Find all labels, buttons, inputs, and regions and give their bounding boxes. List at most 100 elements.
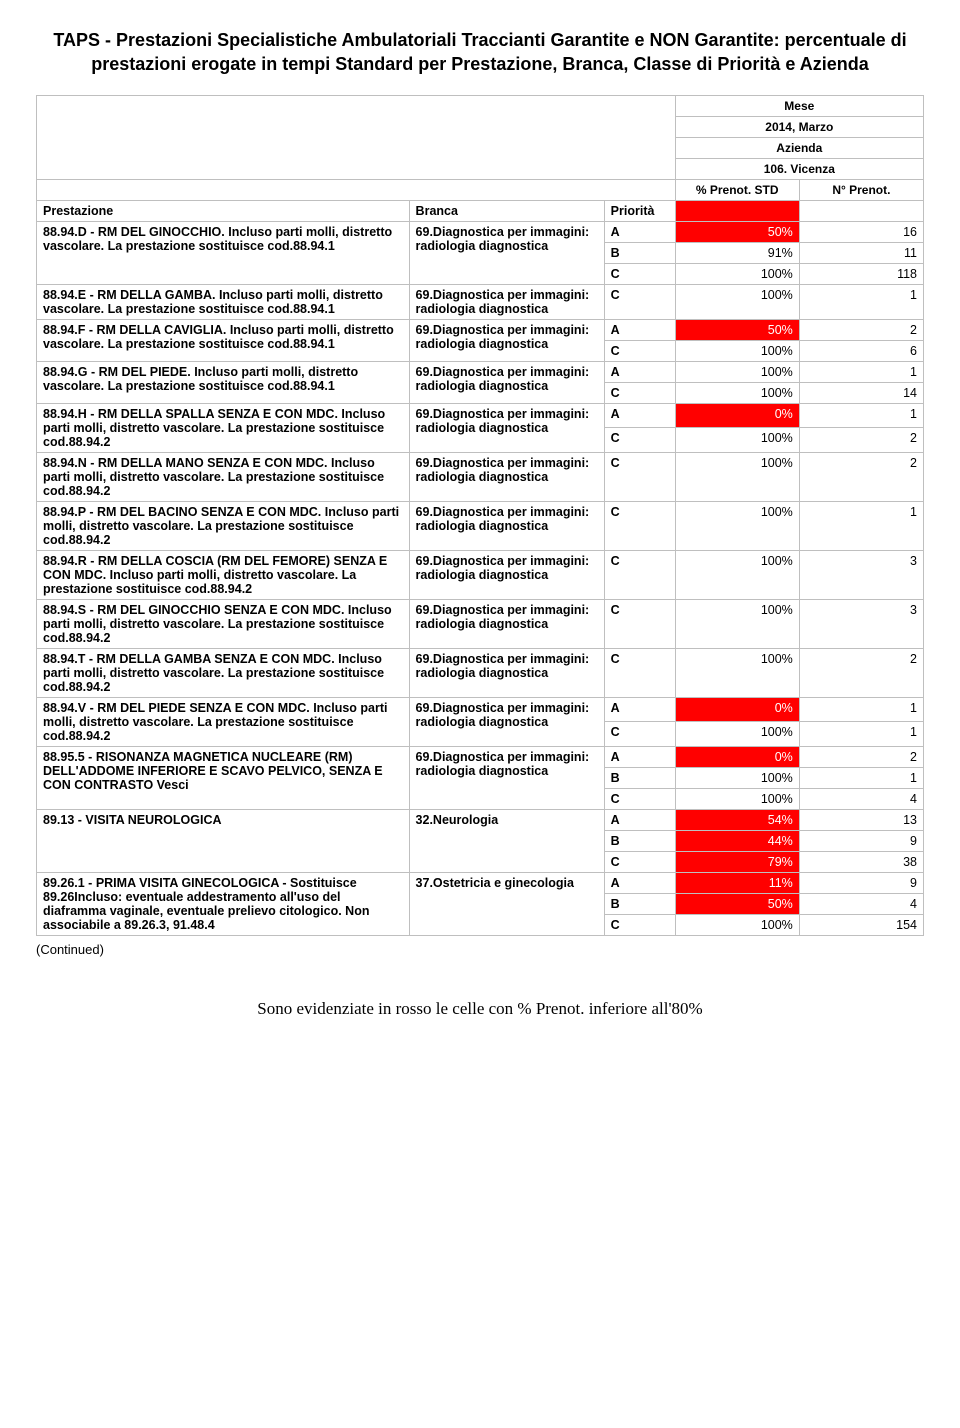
priorita-cell: B bbox=[604, 893, 675, 914]
pct-cell: 0% bbox=[675, 403, 799, 428]
prestazione-cell: 88.94.S - RM DEL GINOCCHIO SENZA E CON M… bbox=[37, 599, 410, 648]
pct-cell: 100% bbox=[675, 501, 799, 550]
table-row: 88.94.G - RM DEL PIEDE. Incluso parti mo… bbox=[37, 361, 924, 382]
branca-cell: 69.Diagnostica per immagini: radiologia … bbox=[409, 599, 604, 648]
pct-cell: 100% bbox=[675, 599, 799, 648]
n-cell: 2 bbox=[799, 452, 923, 501]
n-cell: 3 bbox=[799, 599, 923, 648]
mese-value: 2014, Marzo bbox=[675, 116, 923, 137]
n-cell: 9 bbox=[799, 830, 923, 851]
n-cell: 2 bbox=[799, 319, 923, 340]
continued-label: (Continued) bbox=[36, 936, 924, 957]
n-cell: 16 bbox=[799, 221, 923, 242]
table-row: 89.13 - VISITA NEUROLOGICA32.NeurologiaA… bbox=[37, 809, 924, 830]
priorita-cell: A bbox=[604, 746, 675, 767]
pct-cell: 79% bbox=[675, 851, 799, 872]
priorita-cell: C bbox=[604, 263, 675, 284]
pct-cell: 50% bbox=[675, 221, 799, 242]
branca-cell: 32.Neurologia bbox=[409, 809, 604, 872]
prestazione-cell: 88.94.H - RM DELLA SPALLA SENZA E CON MD… bbox=[37, 403, 410, 452]
priorita-cell: B bbox=[604, 242, 675, 263]
n-cell: 13 bbox=[799, 809, 923, 830]
pct-cell: 100% bbox=[675, 263, 799, 284]
pct-cell: 100% bbox=[675, 428, 799, 453]
priorita-cell: C bbox=[604, 914, 675, 935]
priorita-cell: A bbox=[604, 872, 675, 893]
prestazione-cell: 88.94.F - RM DELLA CAVIGLIA. Incluso par… bbox=[37, 319, 410, 361]
n-cell: 1 bbox=[799, 501, 923, 550]
priorita-cell: A bbox=[604, 697, 675, 722]
pct-cell: 100% bbox=[675, 914, 799, 935]
branca-cell: 37.Ostetricia e ginecologia bbox=[409, 872, 604, 935]
table-row: 88.94.N - RM DELLA MANO SENZA E CON MDC.… bbox=[37, 452, 924, 501]
pct-cell: 100% bbox=[675, 382, 799, 403]
prestazione-cell: 88.94.T - RM DELLA GAMBA SENZA E CON MDC… bbox=[37, 648, 410, 697]
n-cell: 2 bbox=[799, 428, 923, 453]
branca-cell: 69.Diagnostica per immagini: radiologia … bbox=[409, 361, 604, 403]
mese-label: Mese bbox=[675, 95, 923, 116]
prestazione-cell: 88.94.D - RM DEL GINOCCHIO. Incluso part… bbox=[37, 221, 410, 284]
priorita-cell: C bbox=[604, 382, 675, 403]
priorita-cell: B bbox=[604, 830, 675, 851]
n-swatch bbox=[799, 200, 923, 221]
table-row: 88.94.T - RM DELLA GAMBA SENZA E CON MDC… bbox=[37, 648, 924, 697]
n-cell: 4 bbox=[799, 788, 923, 809]
pct-cell: 100% bbox=[675, 550, 799, 599]
prestazione-cell: 89.26.1 - PRIMA VISITA GINECOLOGICA - So… bbox=[37, 872, 410, 935]
table-row: 88.95.5 - RISONANZA MAGNETICA NUCLEARE (… bbox=[37, 746, 924, 767]
col-prestazione: Prestazione bbox=[37, 200, 410, 221]
table-row: 88.94.S - RM DEL GINOCCHIO SENZA E CON M… bbox=[37, 599, 924, 648]
branca-cell: 69.Diagnostica per immagini: radiologia … bbox=[409, 284, 604, 319]
pct-cell: 100% bbox=[675, 767, 799, 788]
table-row: 89.26.1 - PRIMA VISITA GINECOLOGICA - So… bbox=[37, 872, 924, 893]
branca-cell: 69.Diagnostica per immagini: radiologia … bbox=[409, 697, 604, 746]
n-cell: 4 bbox=[799, 893, 923, 914]
n-cell: 1 bbox=[799, 403, 923, 428]
priorita-cell: A bbox=[604, 221, 675, 242]
prestazione-cell: 88.95.5 - RISONANZA MAGNETICA NUCLEARE (… bbox=[37, 746, 410, 809]
col-priorita: Priorità bbox=[604, 200, 675, 221]
branca-cell: 69.Diagnostica per immagini: radiologia … bbox=[409, 452, 604, 501]
priorita-cell: C bbox=[604, 550, 675, 599]
priorita-cell: C bbox=[604, 599, 675, 648]
n-cell: 9 bbox=[799, 872, 923, 893]
pct-cell: 0% bbox=[675, 746, 799, 767]
priorita-cell: A bbox=[604, 403, 675, 428]
branca-cell: 69.Diagnostica per immagini: radiologia … bbox=[409, 221, 604, 284]
priorita-cell: C bbox=[604, 648, 675, 697]
pct-cell: 50% bbox=[675, 319, 799, 340]
priorita-cell: C bbox=[604, 722, 675, 747]
pct-cell: 100% bbox=[675, 340, 799, 361]
branca-cell: 69.Diagnostica per immagini: radiologia … bbox=[409, 746, 604, 809]
n-cell: 6 bbox=[799, 340, 923, 361]
priorita-cell: A bbox=[604, 319, 675, 340]
azienda-value: 106. Vicenza bbox=[675, 158, 923, 179]
n-cell: 11 bbox=[799, 242, 923, 263]
pct-cell: 44% bbox=[675, 830, 799, 851]
table-row: 88.94.E - RM DELLA GAMBA. Incluso parti … bbox=[37, 284, 924, 319]
n-cell: 1 bbox=[799, 284, 923, 319]
n-cell: 1 bbox=[799, 361, 923, 382]
prestazione-cell: 88.94.V - RM DEL PIEDE SENZA E CON MDC. … bbox=[37, 697, 410, 746]
n-cell: 1 bbox=[799, 767, 923, 788]
branca-cell: 69.Diagnostica per immagini: radiologia … bbox=[409, 550, 604, 599]
table-row: 88.94.H - RM DELLA SPALLA SENZA E CON MD… bbox=[37, 403, 924, 428]
prestazione-cell: 88.94.R - RM DELLA COSCIA (RM DEL FEMORE… bbox=[37, 550, 410, 599]
n-cell: 1 bbox=[799, 697, 923, 722]
pct-cell: 100% bbox=[675, 452, 799, 501]
prestazione-cell: 89.13 - VISITA NEUROLOGICA bbox=[37, 809, 410, 872]
priorita-cell: C bbox=[604, 284, 675, 319]
pct-cell: 0% bbox=[675, 697, 799, 722]
n-cell: 118 bbox=[799, 263, 923, 284]
priorita-cell: C bbox=[604, 340, 675, 361]
pct-cell: 50% bbox=[675, 893, 799, 914]
azienda-label: Azienda bbox=[675, 137, 923, 158]
n-cell: 38 bbox=[799, 851, 923, 872]
priorita-cell: C bbox=[604, 851, 675, 872]
table-row: 88.94.V - RM DEL PIEDE SENZA E CON MDC. … bbox=[37, 697, 924, 722]
branca-cell: 69.Diagnostica per immagini: radiologia … bbox=[409, 648, 604, 697]
report-table: Mese2014, MarzoAzienda106. Vicenza% Pren… bbox=[36, 95, 924, 936]
table-row: 88.94.F - RM DELLA CAVIGLIA. Incluso par… bbox=[37, 319, 924, 340]
branca-cell: 69.Diagnostica per immagini: radiologia … bbox=[409, 319, 604, 361]
priorita-cell: A bbox=[604, 809, 675, 830]
